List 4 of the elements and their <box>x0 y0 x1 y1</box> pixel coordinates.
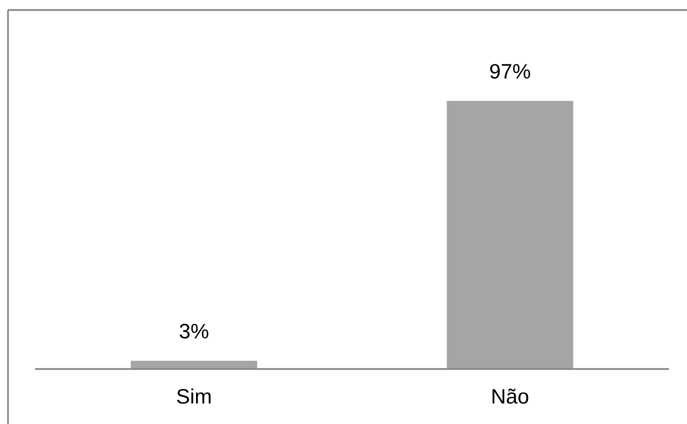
data-label: 97% <box>490 64 530 79</box>
data-label: 3% <box>180 324 208 339</box>
x-tick-label: Sim <box>177 388 211 404</box>
x-tick-label: Não <box>492 388 528 404</box>
